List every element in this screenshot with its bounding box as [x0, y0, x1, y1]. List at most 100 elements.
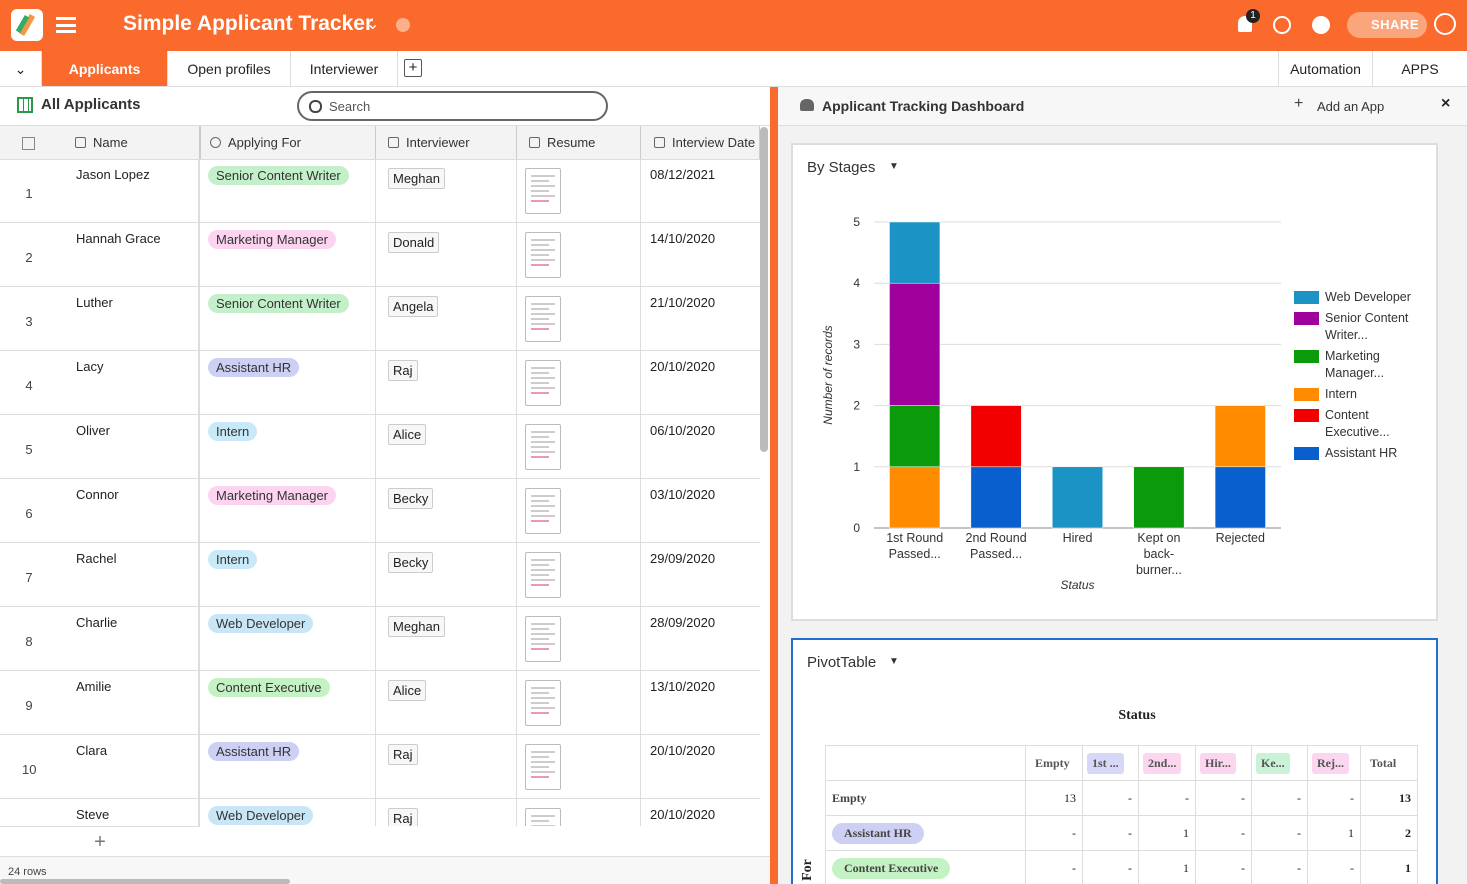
pivot-cell: 1: [1138, 850, 1196, 884]
role-pill[interactable]: Assistant HR: [208, 358, 300, 377]
role-pill[interactable]: Intern: [208, 550, 258, 569]
pivot-column-label[interactable]: Empty: [1035, 755, 1070, 770]
column-header[interactable]: Applying For: [228, 135, 301, 150]
interviewer-chip[interactable]: Becky: [388, 552, 434, 573]
column-header[interactable]: Resume: [547, 135, 596, 150]
column-header[interactable]: Interviewer: [406, 135, 470, 150]
interviewer-chip[interactable]: Becky: [388, 488, 434, 509]
view-name[interactable]: All Applicants: [41, 96, 141, 113]
legend-item[interactable]: Marketing Manager...: [1294, 348, 1424, 382]
legend-item[interactable]: Web Developer: [1294, 289, 1424, 306]
add-row-button[interactable]: +: [0, 826, 200, 857]
table-header: Name Applying For Interviewer Resume Intervi…: [0, 126, 760, 160]
interviewer-chip[interactable]: Meghan: [388, 616, 445, 637]
applicant-name[interactable]: Oliver: [76, 423, 110, 438]
applicant-name[interactable]: Amilie: [76, 679, 112, 694]
cell-divider: [640, 671, 641, 735]
resume-thumbnail[interactable]: [525, 616, 561, 662]
bar-segment: [1214, 466, 1266, 529]
legend-item[interactable]: Senior Content Writer...: [1294, 310, 1424, 344]
scrollbar[interactable]: [760, 127, 768, 452]
role-pill[interactable]: Content Executive: [208, 678, 330, 697]
applicant-name[interactable]: Lacy: [76, 359, 104, 374]
role-pill[interactable]: Web Developer: [208, 806, 314, 825]
pivot-column-label[interactable]: Rej...: [1312, 752, 1349, 774]
interviewer-chip[interactable]: Donald: [388, 232, 440, 253]
legend-item[interactable]: Content Executive...: [1294, 407, 1424, 441]
role-pill[interactable]: Intern: [208, 422, 258, 441]
resume-thumbnail[interactable]: [525, 168, 561, 214]
resume-thumbnail[interactable]: [525, 424, 561, 470]
pivot-row-label[interactable]: Empty: [832, 790, 867, 805]
column-header[interactable]: Name: [93, 135, 128, 150]
title-dropdown[interactable]: ⌄: [366, 16, 380, 33]
tab[interactable]: Open profiles: [168, 51, 291, 86]
pivot-row-label[interactable]: Assistant HR: [832, 822, 924, 844]
resume-thumbnail[interactable]: [525, 808, 561, 826]
resume-thumbnail[interactable]: [525, 488, 561, 534]
applicant-name[interactable]: Luther: [76, 295, 113, 310]
pivot-column-label[interactable]: Total: [1370, 755, 1397, 770]
pivot-column-label[interactable]: 1st ...: [1087, 752, 1124, 774]
resume-thumbnail[interactable]: [525, 296, 561, 342]
close-button[interactable]: ×: [1441, 95, 1451, 112]
dashboard-title[interactable]: Applicant Tracking Dashboard: [822, 98, 1025, 114]
applicant-name[interactable]: Jason Lopez: [76, 167, 150, 182]
role-pill[interactable]: Assistant HR: [208, 742, 300, 761]
interviewer-chip[interactable]: Alice: [388, 424, 427, 445]
logo[interactable]: [11, 9, 43, 41]
add-tab-button[interactable]: +: [404, 59, 422, 77]
pivot-column-label[interactable]: 2nd...: [1143, 752, 1182, 774]
interviewer-chip[interactable]: Raj: [388, 744, 418, 765]
pivot-title[interactable]: PivotTable: [807, 654, 877, 671]
legend-item[interactable]: Intern: [1294, 386, 1424, 403]
role-pill[interactable]: Senior Content Writer: [208, 294, 349, 313]
interviewer-chip[interactable]: Alice: [388, 680, 427, 701]
interviewer-chip[interactable]: Raj: [388, 360, 418, 381]
add-app-button[interactable]: Add an App: [1317, 99, 1385, 114]
pivot-column-label[interactable]: Hir...: [1200, 752, 1236, 774]
right-tab[interactable]: Automation: [1278, 51, 1372, 86]
role-pill[interactable]: Senior Content Writer: [208, 166, 349, 185]
interviewer-chip[interactable]: Meghan: [388, 168, 445, 189]
pivot-cell: -: [1025, 850, 1083, 884]
search-box[interactable]: Search: [297, 91, 608, 121]
applicant-name[interactable]: Steve: [76, 807, 110, 822]
panel-splitter[interactable]: [770, 87, 778, 884]
pivot-column-label[interactable]: Ke...: [1256, 752, 1290, 774]
resume-thumbnail[interactable]: [525, 744, 561, 790]
grid-panel: All Applicants Search Name Applying For In…: [0, 87, 770, 884]
role-pill[interactable]: Marketing Manager: [208, 486, 336, 505]
resume-thumbnail[interactable]: [525, 680, 561, 726]
applicant-name[interactable]: Connor: [76, 487, 119, 502]
pivot-row-label[interactable]: Content Executive: [832, 857, 951, 879]
right-tab[interactable]: APPS: [1372, 51, 1467, 86]
history-icon[interactable]: [1273, 16, 1291, 34]
tab[interactable]: Interviewer: [291, 51, 398, 86]
applicant-name[interactable]: Rachel: [76, 551, 117, 566]
select-all[interactable]: [22, 137, 35, 150]
interview-date: 06/10/2020: [650, 423, 716, 438]
legend-item[interactable]: Assistant HR: [1294, 445, 1424, 462]
column-divider: [759, 126, 760, 159]
role-pill[interactable]: Web Developer: [208, 614, 314, 633]
collapse-button[interactable]: ⌄: [0, 51, 42, 86]
interviewer-chip[interactable]: Raj: [388, 808, 418, 826]
share-button[interactable]: SHARE: [1347, 12, 1427, 38]
pivot-cell: -: [1195, 815, 1252, 851]
applicant-name[interactable]: Clara: [76, 743, 108, 758]
interviewer-chip[interactable]: Angela: [388, 296, 439, 317]
applicant-name[interactable]: Hannah Grace: [76, 231, 161, 246]
tab[interactable]: Applicants: [42, 51, 168, 86]
column-header[interactable]: Interview Date: [672, 135, 756, 150]
applicant-name[interactable]: Charlie: [76, 615, 118, 630]
menu-button[interactable]: [56, 17, 76, 33]
resume-thumbnail[interactable]: [525, 232, 561, 278]
chart-title[interactable]: By Stages: [807, 159, 876, 176]
resume-thumbnail[interactable]: [525, 552, 561, 598]
help-icon[interactable]: [1312, 16, 1330, 34]
info-icon[interactable]: [396, 18, 410, 32]
avatar[interactable]: [1434, 13, 1456, 35]
role-pill[interactable]: Marketing Manager: [208, 230, 336, 249]
resume-thumbnail[interactable]: [525, 360, 561, 406]
